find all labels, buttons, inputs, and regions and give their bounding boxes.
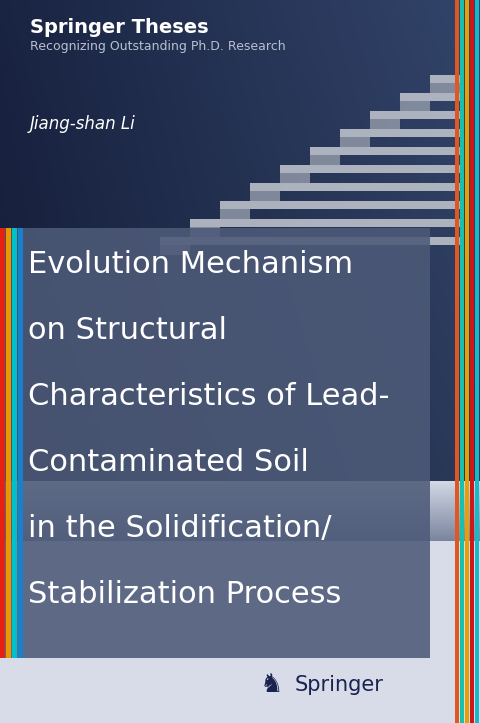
Bar [460, 0, 464, 723]
Bar [0, 228, 5, 658]
Polygon shape [430, 83, 433, 93]
Polygon shape [160, 245, 190, 255]
Text: on Structural: on Structural [28, 316, 227, 345]
Polygon shape [160, 237, 460, 245]
Polygon shape [370, 119, 400, 129]
Polygon shape [340, 137, 344, 147]
Bar [455, 0, 459, 723]
Text: Evolution Mechanism: Evolution Mechanism [28, 250, 353, 279]
Text: Recognizing Outstanding Ph.D. Research: Recognizing Outstanding Ph.D. Research [30, 40, 286, 53]
Polygon shape [250, 183, 460, 191]
Polygon shape [220, 201, 460, 209]
Polygon shape [190, 227, 220, 237]
Text: Characteristics of Lead-: Characteristics of Lead- [28, 382, 389, 411]
Polygon shape [280, 173, 310, 183]
Polygon shape [310, 147, 460, 155]
Polygon shape [250, 191, 253, 201]
Text: ♞: ♞ [260, 672, 284, 698]
Polygon shape [190, 227, 193, 237]
Polygon shape [370, 119, 373, 129]
Polygon shape [400, 101, 430, 111]
Polygon shape [280, 165, 460, 173]
Bar [6, 228, 11, 658]
Polygon shape [430, 75, 460, 83]
Polygon shape [220, 209, 250, 219]
Bar [18, 228, 23, 658]
Text: Jiang-shan Li: Jiang-shan Li [30, 115, 136, 133]
Polygon shape [160, 245, 164, 255]
Polygon shape [310, 155, 340, 165]
Polygon shape [310, 155, 313, 165]
Bar [0, 521, 480, 723]
Text: in the Solidification/: in the Solidification/ [28, 514, 332, 543]
Bar [12, 228, 17, 658]
Bar [470, 0, 474, 723]
Text: Contaminated Soil: Contaminated Soil [28, 448, 309, 477]
Polygon shape [430, 83, 460, 93]
Text: Springer Theses: Springer Theses [30, 18, 209, 37]
Polygon shape [280, 173, 284, 183]
Polygon shape [220, 209, 224, 219]
Polygon shape [400, 93, 460, 101]
Bar [0, 228, 430, 658]
Polygon shape [250, 191, 280, 201]
Text: Stabilization Process: Stabilization Process [28, 580, 341, 609]
Polygon shape [340, 137, 370, 147]
Bar [475, 0, 479, 723]
Bar [465, 0, 469, 723]
Polygon shape [400, 101, 404, 111]
Polygon shape [370, 111, 460, 119]
Polygon shape [190, 219, 460, 227]
Polygon shape [340, 129, 460, 137]
Text: Springer: Springer [295, 675, 384, 695]
